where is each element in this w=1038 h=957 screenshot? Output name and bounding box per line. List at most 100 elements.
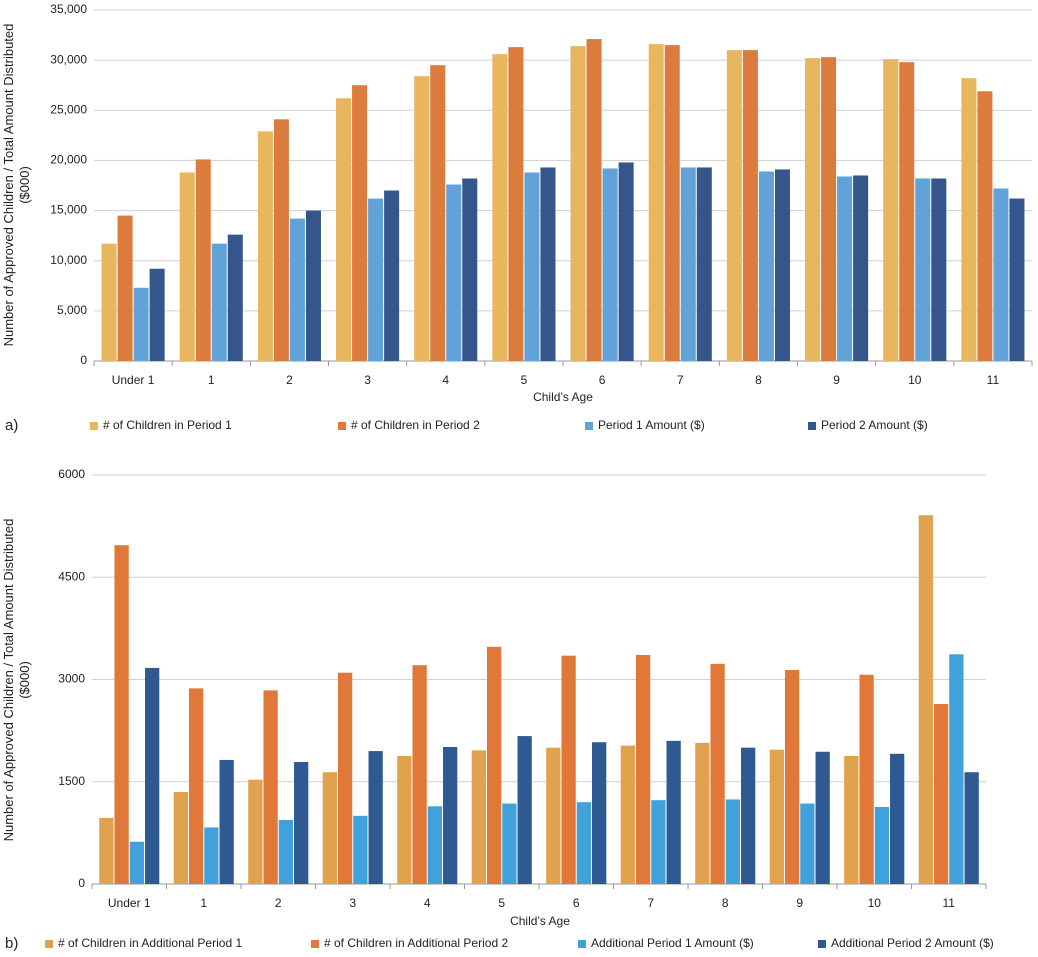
- bar: [769, 749, 784, 884]
- bar: [524, 172, 540, 361]
- bar: [546, 747, 561, 884]
- legend-swatch: [45, 940, 53, 948]
- y-tick-label: 15,000: [50, 203, 87, 217]
- x-tick-label: 8: [722, 896, 729, 910]
- bar: [273, 119, 289, 361]
- bar: [949, 654, 964, 884]
- legend-label: # of Children in Additional Period 2: [324, 936, 508, 950]
- bar: [353, 815, 368, 884]
- x-tick-label: 10: [868, 896, 882, 910]
- bar: [352, 85, 368, 361]
- bar: [890, 753, 905, 884]
- bar: [859, 674, 874, 884]
- bar: [784, 669, 800, 884]
- x-tick-label: 11: [987, 373, 1000, 387]
- bar: [586, 39, 602, 361]
- bar: [883, 59, 899, 361]
- x-tick-label: 3: [349, 896, 356, 910]
- bar: [741, 747, 756, 884]
- bar: [322, 772, 337, 884]
- bar: [918, 515, 933, 884]
- bar: [412, 665, 427, 884]
- x-axis-label: Child’s Age: [533, 390, 593, 404]
- legend-swatch: [808, 422, 816, 430]
- bar: [805, 58, 821, 361]
- bar: [414, 76, 430, 361]
- bar: [710, 663, 725, 884]
- y-axis-label: Number of Approved Children / Total Amou…: [1, 23, 32, 347]
- legend-swatch: [338, 422, 346, 430]
- bar: [99, 817, 114, 884]
- bar: [149, 268, 165, 361]
- bar: [502, 803, 517, 884]
- legend-label: Period 2 Amount ($): [821, 418, 928, 432]
- y-axis-label: Number of Approved Children / Total Amou…: [1, 518, 32, 842]
- y-tick-label: 35,000: [50, 2, 87, 16]
- legend-swatch: [311, 940, 319, 948]
- y-tick-label: 1500: [58, 774, 85, 788]
- x-tick-label: 7: [647, 896, 654, 910]
- bar: [570, 46, 586, 362]
- bar: [368, 751, 383, 884]
- bar: [248, 779, 263, 884]
- x-tick-label: 10: [908, 373, 922, 387]
- bar: [227, 234, 243, 361]
- x-tick-label: 9: [833, 373, 840, 387]
- x-tick-label: 3: [364, 373, 371, 387]
- bar: [853, 175, 869, 361]
- bar: [695, 742, 710, 884]
- bar: [635, 654, 651, 884]
- bar: [462, 178, 478, 361]
- bar: [211, 243, 227, 361]
- legend-label: # of Children in Additional Period 1: [58, 936, 242, 950]
- bar: [195, 159, 211, 361]
- bar: [133, 287, 149, 361]
- x-tick-label: 2: [275, 896, 282, 910]
- bar: [430, 65, 446, 362]
- bar: [384, 190, 400, 361]
- legend-swatch: [578, 940, 586, 948]
- bar: [508, 47, 524, 361]
- legend-swatch: [818, 940, 826, 948]
- bar: [305, 210, 321, 361]
- x-tick-label: 4: [442, 373, 449, 387]
- bar: [517, 736, 532, 884]
- bar: [800, 803, 815, 884]
- bar: [576, 802, 592, 884]
- bar: [1009, 198, 1025, 361]
- y-tick-label: 4500: [58, 569, 85, 583]
- bar: [129, 841, 145, 884]
- x-tick-label: 7: [677, 373, 684, 387]
- legend-label: # of Children in Period 1: [103, 418, 232, 432]
- bar: [540, 167, 556, 361]
- bar: [443, 746, 458, 884]
- bar: [179, 172, 195, 361]
- bar: [173, 791, 188, 884]
- bar: [618, 162, 634, 361]
- x-tick-label: Under 1: [108, 896, 151, 910]
- legend-swatch: [585, 422, 593, 430]
- bar: [101, 243, 117, 361]
- x-tick-label: 8: [755, 373, 762, 387]
- bar: [289, 218, 305, 361]
- bar: [651, 800, 666, 884]
- bar: [666, 740, 681, 884]
- bar: [874, 806, 890, 884]
- bar: [933, 704, 949, 884]
- bar: [492, 54, 508, 362]
- x-tick-label: 11: [943, 896, 956, 910]
- bar: [993, 188, 1009, 361]
- bar: [117, 215, 133, 361]
- panel-label: b): [5, 935, 18, 952]
- bar: [486, 646, 502, 884]
- legend-label: Additional Period 2 Amount ($): [831, 936, 994, 950]
- bar: [471, 750, 486, 884]
- bar: [931, 178, 947, 361]
- x-tick-label: 4: [424, 896, 431, 910]
- bar: [964, 772, 979, 884]
- x-axis-label: Child’s Age: [510, 914, 570, 928]
- legend-label: # of Children in Period 2: [351, 418, 480, 432]
- bar: [915, 178, 931, 361]
- bar: [561, 655, 576, 884]
- x-tick-label: 6: [573, 896, 580, 910]
